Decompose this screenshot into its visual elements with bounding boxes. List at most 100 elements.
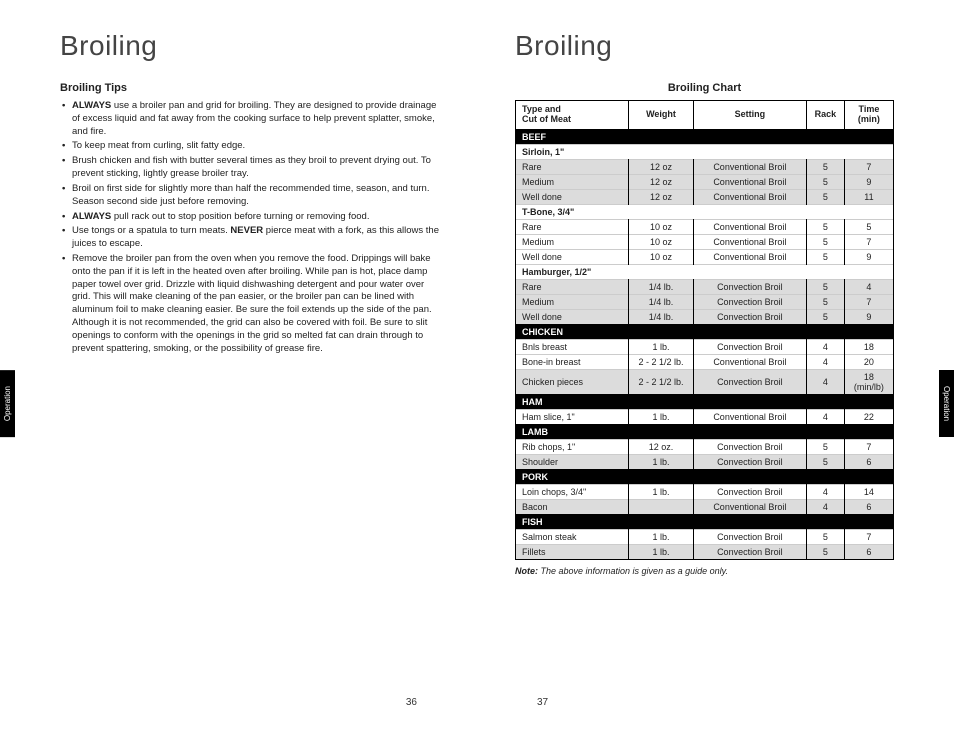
table-cell: PORK [516,469,894,484]
left-page: Broiling Broiling Tips ALWAYS use a broi… [0,0,477,738]
table-row: CHICKEN [516,324,894,339]
table-cell: 7 [844,159,893,174]
table-cell: Fillets [516,544,629,559]
table-cell: 6 [844,544,893,559]
chart-heading: Broiling Chart [515,82,894,94]
table-cell: 7 [844,439,893,454]
note-label: Note: [515,566,538,576]
tip-item: Remove the broiler pan from the oven whe… [72,253,439,356]
table-cell: Loin chops, 3/4" [516,484,629,499]
table-cell: 7 [844,529,893,544]
table-cell: 5 [807,174,845,189]
section-tab-right: Operation [939,370,954,437]
table-row: Medium1/4 lb.Convection Broil57 [516,294,894,309]
table-cell: CHICKEN [516,324,894,339]
table-row: Bnls breast1 lb.Convection Broil418 [516,339,894,354]
table-row: Rib chops, 1"12 oz.Convection Broil57 [516,439,894,454]
table-cell: Conventional Broil [693,409,806,424]
table-cell: Conventional Broil [693,249,806,264]
table-cell [629,499,693,514]
table-cell: 5 [807,529,845,544]
section-tab-left: Operation [0,370,15,437]
table-cell: Convection Broil [693,454,806,469]
table-cell: Conventional Broil [693,234,806,249]
table-cell: 18 (min/lb) [844,369,893,394]
table-cell: Bone-in breast [516,354,629,369]
tip-item: To keep meat from curling, slit fatty ed… [72,140,439,153]
table-cell: 5 [807,309,845,324]
chart-note: Note: The above information is given as … [515,566,894,576]
table-cell: 4 [807,354,845,369]
table-cell: 4 [807,409,845,424]
table-row: BaconConventional Broil46 [516,499,894,514]
table-cell: 22 [844,409,893,424]
table-cell: 1 lb. [629,529,693,544]
table-cell: 2 - 2 1/2 lb. [629,354,693,369]
table-cell: 9 [844,309,893,324]
table-cell: Convection Broil [693,294,806,309]
table-cell: 10 oz [629,234,693,249]
page-number-left: 36 [406,697,417,708]
note-text: The above information is given as a guid… [538,566,728,576]
table-cell: Conventional Broil [693,354,806,369]
table-cell: 4 [844,279,893,294]
table-row: Ham slice, 1"1 lb.Conventional Broil422 [516,409,894,424]
table-cell: 20 [844,354,893,369]
table-row: Rare1/4 lb.Convection Broil54 [516,279,894,294]
table-cell: 1/4 lb. [629,294,693,309]
table-row: Well done10 ozConventional Broil59 [516,249,894,264]
table-cell: 5 [807,279,845,294]
table-cell: 9 [844,249,893,264]
table-cell: 4 [807,369,845,394]
table-cell: Conventional Broil [693,189,806,204]
table-cell: 5 [807,439,845,454]
table-cell: Sirloin, 1" [516,144,894,159]
table-cell: Salmon steak [516,529,629,544]
table-cell: Convection Broil [693,484,806,499]
table-cell: 14 [844,484,893,499]
table-cell: Rare [516,279,629,294]
page-number-right: 37 [537,697,548,708]
table-cell: Conventional Broil [693,219,806,234]
table-header-cell: Weight [629,101,693,130]
tip-item: Use tongs or a spatula to turn meats. NE… [72,225,439,251]
tip-item: ALWAYS use a broiler pan and grid for br… [72,100,439,138]
table-cell: 12 oz [629,174,693,189]
table-row: BEEF [516,129,894,144]
table-cell: Convection Broil [693,339,806,354]
page-spread: Broiling Broiling Tips ALWAYS use a broi… [0,0,954,738]
table-cell: Medium [516,234,629,249]
table-header-cell: Time(min) [844,101,893,130]
table-cell: 5 [807,159,845,174]
table-cell: 12 oz [629,189,693,204]
tips-heading: Broiling Tips [60,82,439,94]
table-cell: Convection Broil [693,544,806,559]
table-cell: 7 [844,234,893,249]
table-cell: 5 [807,189,845,204]
table-cell: 6 [844,454,893,469]
table-cell: 5 [807,544,845,559]
table-cell: Chicken pieces [516,369,629,394]
table-row: Sirloin, 1" [516,144,894,159]
table-cell: 1/4 lb. [629,279,693,294]
table-row: Well done12 ozConventional Broil511 [516,189,894,204]
table-cell: 4 [807,339,845,354]
table-row: Rare12 ozConventional Broil57 [516,159,894,174]
table-cell: Conventional Broil [693,499,806,514]
table-cell: 5 [807,249,845,264]
table-cell: 1 lb. [629,339,693,354]
table-cell: Convection Broil [693,309,806,324]
page-title-left: Broiling [60,30,439,62]
table-cell: 7 [844,294,893,309]
table-cell: 5 [807,294,845,309]
table-cell: 5 [844,219,893,234]
table-cell: Shoulder [516,454,629,469]
table-cell: Convection Broil [693,439,806,454]
table-cell: Medium [516,174,629,189]
table-cell: Well done [516,309,629,324]
right-page: Broiling Broiling Chart Type andCut of M… [477,0,954,738]
table-header-cell: Rack [807,101,845,130]
table-cell: 1 lb. [629,409,693,424]
table-cell: 1 lb. [629,484,693,499]
table-row: PORK [516,469,894,484]
